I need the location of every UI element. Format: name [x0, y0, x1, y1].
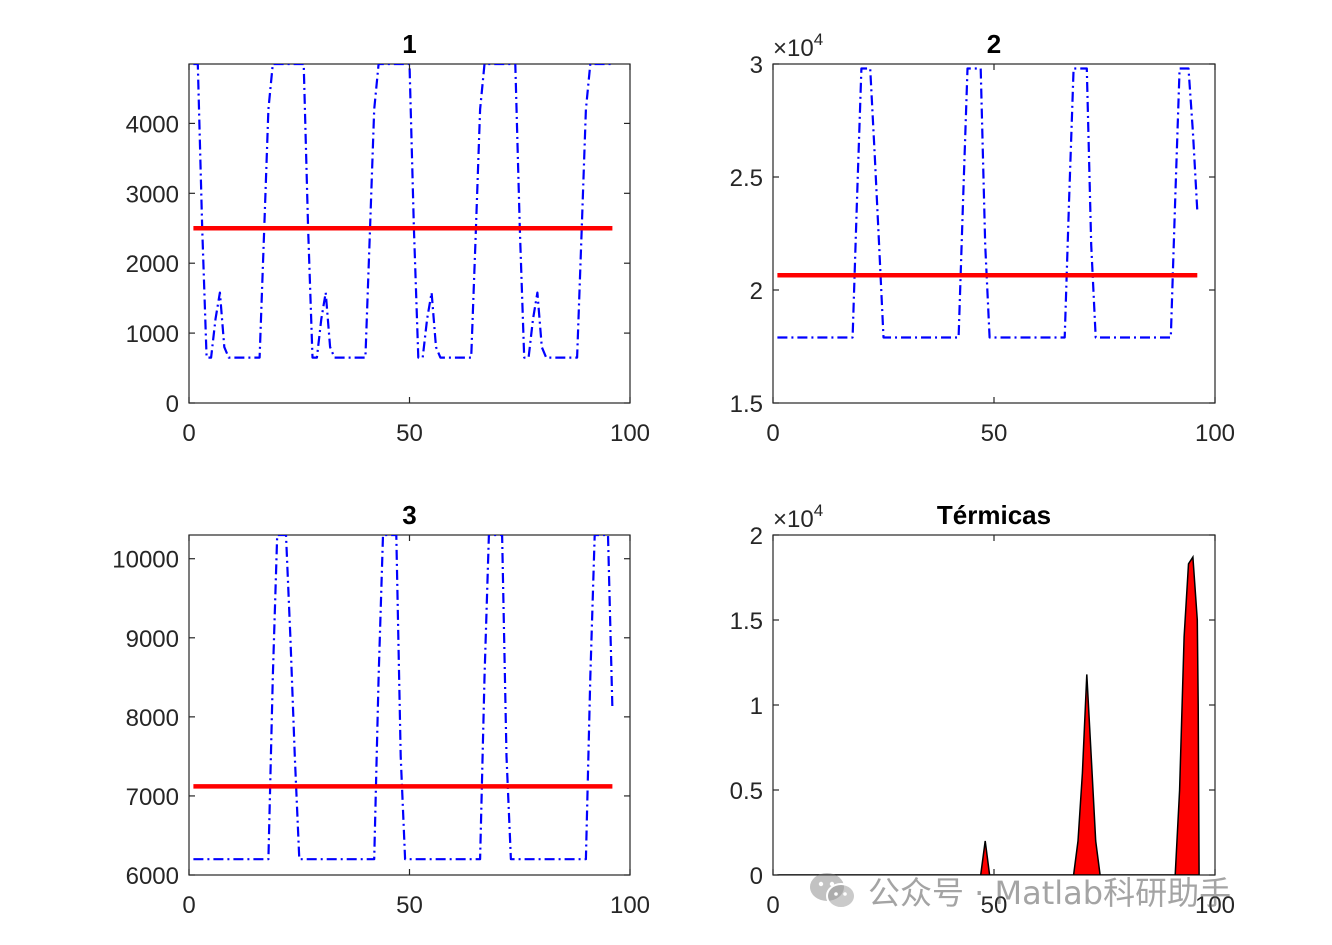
- subplot-4: 0 50 100 0 0.5 1 1.5 2 Térmicas ×104: [730, 500, 1235, 919]
- y-exponent-label: ×104: [773, 501, 823, 533]
- y-tick-label: 2: [750, 523, 763, 550]
- y-tick-label: 1.5: [730, 608, 763, 635]
- axes-box: [188, 63, 631, 404]
- x-tick-label: 50: [396, 420, 423, 447]
- y-tick-label: 1.5: [730, 391, 763, 418]
- series-line: [777, 67, 1199, 339]
- plot-area: [777, 67, 1199, 339]
- y-tick-label: 0.5: [730, 778, 763, 805]
- series-line: [193, 535, 614, 861]
- axes-box: [772, 534, 1216, 876]
- y-tick-label: 10000: [112, 547, 179, 574]
- y-tick-label: 1000: [126, 321, 179, 348]
- y-tick-label: 3000: [126, 181, 179, 208]
- axes-box: [772, 63, 1216, 404]
- subplot-title: 1: [402, 29, 416, 59]
- x-tick-label: 100: [610, 892, 650, 919]
- y-tick-label: 2: [750, 278, 763, 305]
- x-tick-label: 50: [981, 892, 1008, 919]
- series-line: [193, 64, 613, 359]
- plot-area: [193, 64, 613, 359]
- x-tick-label: 50: [981, 420, 1008, 447]
- x-tick-label: 100: [610, 420, 650, 447]
- y-tick-label: 3: [750, 52, 763, 79]
- x-tick-label: 100: [1195, 420, 1235, 447]
- x-tick-label: 0: [766, 892, 779, 919]
- plot-area: [777, 554, 1200, 875]
- plot-area: [193, 535, 614, 861]
- subplot-2: 0 50 100 1.5 2 2.5 3 2 ×104: [730, 29, 1235, 447]
- watermark-text: 公众号 · Matlab科研助手: [868, 874, 1232, 912]
- y-tick-label: 2000: [126, 251, 179, 278]
- y-tick-label: 8000: [126, 705, 179, 732]
- x-tick-label: 0: [766, 420, 779, 447]
- y-tick-label: 6000: [126, 863, 179, 890]
- area-series: [777, 554, 1200, 875]
- axes-box: [188, 534, 631, 876]
- watermark: 公众号 · Matlab科研助手: [808, 868, 1231, 914]
- y-tick-label: 1: [750, 693, 763, 720]
- x-tick-label: 100: [1195, 892, 1235, 919]
- y-tick-label: 0: [166, 391, 179, 418]
- subplot-title: Térmicas: [937, 500, 1051, 530]
- x-tick-label: 0: [182, 420, 195, 447]
- x-tick-label: 0: [182, 892, 195, 919]
- y-exponent-label: ×104: [773, 30, 823, 62]
- subplot-title: 3: [402, 500, 416, 530]
- wechat-icon: [810, 873, 856, 909]
- subplot-title: 2: [987, 29, 1001, 59]
- x-tick-label: 50: [396, 892, 423, 919]
- y-tick-label: 0: [750, 863, 763, 890]
- y-tick-label: 4000: [126, 111, 179, 138]
- y-tick-label: 9000: [126, 626, 179, 653]
- subplot-3: 0 50 100 6000 7000 8000 9000 10000 3: [112, 500, 650, 919]
- y-tick-label: 7000: [126, 784, 179, 811]
- y-tick-label: 2.5: [730, 165, 763, 192]
